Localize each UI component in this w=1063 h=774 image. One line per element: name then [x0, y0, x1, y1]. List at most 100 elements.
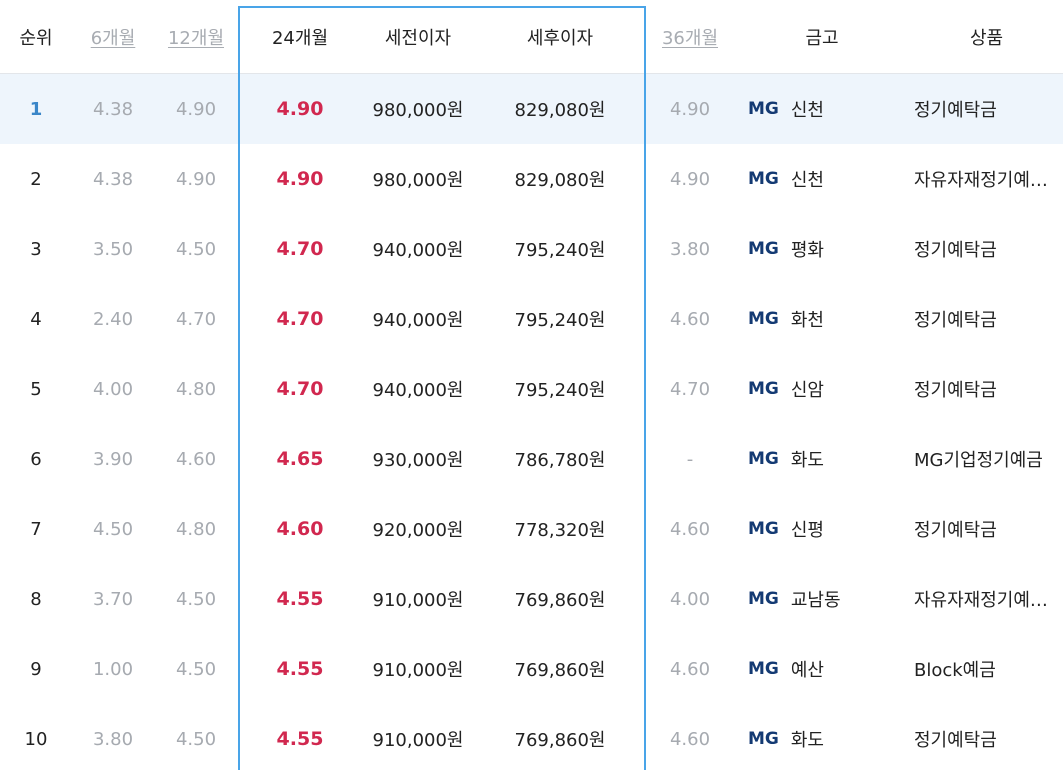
post-tax-interest-cell: 829,080원 — [474, 144, 646, 214]
rate-6m-cell-value: 4.00 — [92, 378, 134, 400]
rate-24m-cell-value: 4.70 — [276, 308, 324, 330]
rate-36m-cell-value: 4.60 — [669, 308, 711, 330]
rate-24m-cell-value: 4.55 — [276, 658, 324, 680]
bank-name: 예산 — [790, 660, 824, 681]
header-12m-sort-link[interactable]: 12개월 — [154, 0, 238, 73]
product-cell: Block예금 — [910, 634, 1063, 704]
pre-tax-interest-cell: 910,000원 — [362, 704, 474, 774]
rank-cell: 9 — [0, 634, 72, 704]
rate-24m-cell: 4.65 — [238, 424, 362, 494]
product-name: 정기예탁금 — [914, 310, 997, 331]
rate-6m-cell: 4.50 — [72, 494, 154, 564]
header-36m-sort-link[interactable]: 36개월 — [646, 0, 734, 73]
rank-cell: 7 — [0, 494, 72, 564]
rate-36m-cell: 3.80 — [646, 214, 734, 284]
pre-tax-interest-cell: 980,000원 — [362, 144, 474, 214]
bank-cell: MG 화도 — [734, 424, 910, 494]
rate-6m-cell: 3.90 — [72, 424, 154, 494]
rate-6m-cell-value: 2.40 — [92, 308, 134, 330]
header-6m-sort-link[interactable]: 6개월 — [72, 0, 154, 73]
rate-12m-cell-value: 4.90 — [175, 98, 217, 120]
post-tax-interest-cell-value: 769,860원 — [514, 660, 606, 681]
pre-tax-interest-cell: 920,000원 — [362, 494, 474, 564]
table-body: 1 4.38 4.90 4.90 980,000원 829,080원 4.90 MG 신천 정기예… — [0, 74, 1063, 774]
rate-36m-cell-value: 4.60 — [669, 728, 711, 750]
table-row[interactable]: 5 4.00 4.80 4.70 940,000원 795,240원 4.70 MG 신암 정기예… — [0, 354, 1063, 424]
table-row[interactable]: 6 3.90 4.60 4.65 930,000원 786,780원 - MG 화도 MG기업정기… — [0, 424, 1063, 494]
header-bank: 금고 — [805, 27, 839, 49]
header-36m-label[interactable]: 36개월 — [661, 27, 719, 49]
mg-logo-icon: MG — [748, 729, 779, 749]
header-24m: 24개월 — [271, 27, 329, 49]
rate-24m-cell-value: 4.55 — [276, 728, 324, 750]
pre-tax-interest-cell-value: 980,000원 — [372, 100, 464, 121]
header-post-tax-interest: 세후이자 — [526, 27, 594, 49]
bank-name: 신평 — [790, 520, 824, 541]
pre-tax-interest-cell-value: 980,000원 — [372, 170, 464, 191]
pre-tax-interest-cell-value: 910,000원 — [372, 730, 464, 751]
post-tax-interest-cell: 829,080원 — [474, 74, 646, 144]
pre-tax-interest-cell-value: 910,000원 — [372, 590, 464, 611]
rate-36m-cell-value: 3.80 — [669, 238, 711, 260]
product-cell: 자유자재정기예탁금 — [910, 564, 1063, 634]
rank-cell-value: 8 — [30, 588, 42, 610]
rate-12m-cell: 4.90 — [154, 144, 238, 214]
post-tax-interest-cell: 795,240원 — [474, 354, 646, 424]
post-tax-interest-cell: 778,320원 — [474, 494, 646, 564]
rate-24m-cell: 4.70 — [238, 284, 362, 354]
rate-6m-cell-value: 3.80 — [92, 728, 134, 750]
table-row[interactable]: 8 3.70 4.50 4.55 910,000원 769,860원 4.00 MG 교남동 자유… — [0, 564, 1063, 634]
bank-cell: MG 신천 — [734, 144, 910, 214]
table-row[interactable]: 9 1.00 4.50 4.55 910,000원 769,860원 4.60 MG 예산 Blo… — [0, 634, 1063, 704]
header-6m-label[interactable]: 6개월 — [90, 27, 136, 49]
rate-36m-cell: 4.60 — [646, 704, 734, 774]
post-tax-interest-cell-value: 795,240원 — [514, 240, 606, 261]
rate-12m-cell: 4.80 — [154, 494, 238, 564]
rate-24m-cell: 4.55 — [238, 634, 362, 704]
pre-tax-interest-cell-value: 920,000원 — [372, 520, 464, 541]
table-row[interactable]: 7 4.50 4.80 4.60 920,000원 778,320원 4.60 MG 신평 정기예… — [0, 494, 1063, 564]
rate-12m-cell-value: 4.80 — [175, 518, 217, 540]
rate-36m-cell: 4.00 — [646, 564, 734, 634]
post-tax-interest-cell-value: 795,240원 — [514, 310, 606, 331]
rate-24m-cell: 4.70 — [238, 214, 362, 284]
product-name: 정기예탁금 — [914, 100, 997, 121]
product-name: 자유자재정기예탁금 — [914, 170, 1063, 191]
post-tax-interest-cell-value: 795,240원 — [514, 380, 606, 401]
rate-36m-cell: 4.60 — [646, 634, 734, 704]
table-row[interactable]: 3 3.50 4.50 4.70 940,000원 795,240원 3.80 MG 평화 정기예… — [0, 214, 1063, 284]
post-tax-interest-cell-value: 778,320원 — [514, 520, 606, 541]
rank-cell-value: 5 — [30, 378, 42, 400]
rate-24m-cell: 4.60 — [238, 494, 362, 564]
header-12m-label[interactable]: 12개월 — [167, 27, 225, 49]
header-rank: 순위 — [19, 27, 53, 49]
rank-cell: 6 — [0, 424, 72, 494]
rate-12m-cell: 4.50 — [154, 214, 238, 284]
rate-36m-cell-value: 4.60 — [669, 518, 711, 540]
table-row[interactable]: 1 4.38 4.90 4.90 980,000원 829,080원 4.90 MG 신천 정기예… — [0, 74, 1063, 144]
rate-12m-cell-value: 4.50 — [175, 238, 217, 260]
rate-12m-cell: 4.50 — [154, 634, 238, 704]
rate-12m-cell: 4.60 — [154, 424, 238, 494]
bank-cell: MG 화천 — [734, 284, 910, 354]
rate-6m-cell-value: 4.50 — [92, 518, 134, 540]
rate-36m-cell-value: - — [686, 448, 694, 470]
post-tax-interest-cell: 786,780원 — [474, 424, 646, 494]
table-row[interactable]: 2 4.38 4.90 4.90 980,000원 829,080원 4.90 MG 신천 자유자… — [0, 144, 1063, 214]
rank-cell-value: 9 — [30, 658, 42, 680]
rate-24m-cell: 4.70 — [238, 354, 362, 424]
pre-tax-interest-cell: 940,000원 — [362, 284, 474, 354]
mg-logo-icon: MG — [748, 589, 779, 609]
rate-36m-cell-value: 4.90 — [669, 168, 711, 190]
pre-tax-interest-cell-value: 940,000원 — [372, 310, 464, 331]
table-row[interactable]: 10 3.80 4.50 4.55 910,000원 769,860원 4.60 MG 화도 정기… — [0, 704, 1063, 774]
table-row[interactable]: 4 2.40 4.70 4.70 940,000원 795,240원 4.60 MG 화천 정기예… — [0, 284, 1063, 354]
pre-tax-interest-cell: 910,000원 — [362, 564, 474, 634]
rate-6m-cell-value: 4.38 — [92, 168, 134, 190]
table-header: 순위 6개월 12개월 24개월 세전이자 세후이자 36개월 금고 상품 — [0, 0, 1063, 74]
rank-cell-value: 6 — [30, 448, 42, 470]
rank-cell: 4 — [0, 284, 72, 354]
rate-6m-cell-value: 3.50 — [92, 238, 134, 260]
rate-36m-cell: - — [646, 424, 734, 494]
